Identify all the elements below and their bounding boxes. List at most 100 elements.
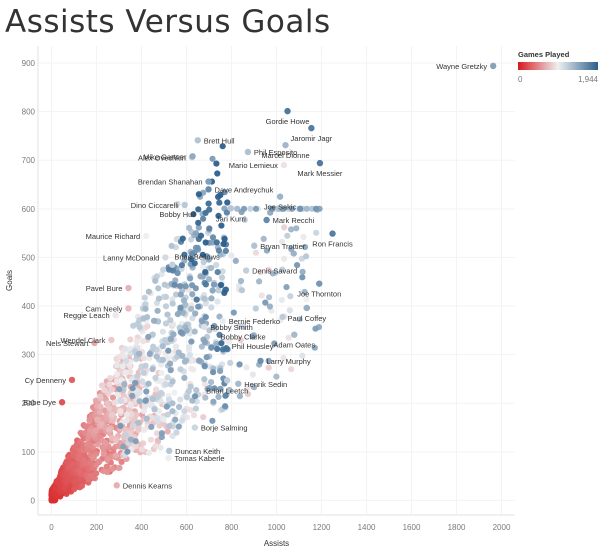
player-point xyxy=(210,398,217,405)
player-point xyxy=(258,292,265,299)
player-point xyxy=(180,297,187,304)
x-tick-label: 1400 xyxy=(358,523,376,532)
player-point xyxy=(112,443,119,450)
player-point xyxy=(250,384,258,391)
player-point xyxy=(154,418,161,425)
player-point xyxy=(192,285,199,292)
player-point xyxy=(200,215,207,222)
labeled-player-point xyxy=(169,261,176,268)
player-point xyxy=(172,416,179,423)
player-point xyxy=(145,333,152,340)
player-point xyxy=(287,293,294,300)
player-point xyxy=(109,411,116,418)
player-point xyxy=(237,277,245,285)
player-point xyxy=(120,443,127,450)
player-point xyxy=(202,269,209,276)
labeled-player-point xyxy=(143,232,150,240)
player-point xyxy=(190,412,198,419)
player-point xyxy=(162,303,170,310)
player-point xyxy=(116,464,123,471)
player-point xyxy=(98,420,105,427)
player-point xyxy=(186,224,193,231)
player-point xyxy=(179,235,186,242)
player-point xyxy=(177,366,184,373)
player-point xyxy=(94,416,101,423)
player-point xyxy=(96,458,103,465)
legend-max-label: 1,944 xyxy=(578,75,599,84)
player-point xyxy=(104,455,111,463)
player-label: Cy Denneny xyxy=(25,376,67,385)
player-point xyxy=(214,298,221,305)
labeled-player-point xyxy=(174,200,181,208)
player-point xyxy=(266,303,273,310)
labeled-player-point xyxy=(165,447,173,455)
player-point xyxy=(228,252,235,259)
player-label: Bobby Hull xyxy=(159,210,196,219)
player-point xyxy=(220,240,227,247)
player-label: Reggie Leach xyxy=(63,311,109,320)
player-point xyxy=(199,263,206,271)
player-label: Denis Savard xyxy=(252,267,297,276)
player-point xyxy=(301,243,309,251)
labeled-player-point xyxy=(112,312,119,319)
player-point xyxy=(190,211,197,218)
player-point xyxy=(312,205,320,212)
player-point xyxy=(113,437,120,444)
player-point xyxy=(219,143,226,150)
player-point xyxy=(176,403,183,411)
player-point xyxy=(262,299,269,306)
player-point xyxy=(148,423,155,430)
player-point xyxy=(252,205,260,212)
player-point xyxy=(142,403,149,410)
player-label: Bobby Smith xyxy=(210,323,253,332)
labeled-player-point xyxy=(201,323,208,331)
player-point xyxy=(97,393,104,400)
player-point xyxy=(149,366,156,373)
color-legend: Games Played 0 1,944 xyxy=(518,50,599,84)
player-point xyxy=(173,343,180,350)
player-point xyxy=(140,355,147,362)
player-point xyxy=(174,270,181,277)
player-point xyxy=(206,206,213,213)
player-point xyxy=(263,247,270,254)
player-point xyxy=(301,288,308,296)
player-point xyxy=(214,170,221,177)
chart-title: Assists Versus Goals xyxy=(5,4,331,40)
legend-min-label: 0 xyxy=(518,75,523,84)
player-point xyxy=(303,205,310,212)
x-tick-label: 800 xyxy=(225,523,239,532)
player-point xyxy=(86,417,93,424)
player-point xyxy=(281,224,288,231)
labeled-player-point xyxy=(181,201,188,209)
player-point xyxy=(236,393,243,400)
labeled-player-point xyxy=(280,161,288,169)
y-tick-label: 400 xyxy=(22,302,36,311)
player-point xyxy=(288,226,295,233)
player-point xyxy=(135,425,142,432)
player-point xyxy=(196,357,203,364)
player-point xyxy=(197,232,205,239)
player-point xyxy=(117,398,124,405)
player-point xyxy=(189,315,196,322)
player-point xyxy=(153,430,161,437)
player-point xyxy=(77,438,84,445)
player-point xyxy=(179,352,186,360)
player-point xyxy=(109,386,116,393)
player-point xyxy=(199,273,206,280)
player-label: Mark Recchi xyxy=(273,216,315,225)
player-point xyxy=(146,350,153,357)
player-point xyxy=(219,268,226,275)
player-point xyxy=(201,362,208,369)
player-point xyxy=(299,268,306,275)
player-point xyxy=(244,384,251,392)
player-point xyxy=(280,205,287,212)
player-point xyxy=(132,379,139,387)
player-label: Babe Dye xyxy=(23,398,56,407)
player-point xyxy=(200,414,207,421)
player-point xyxy=(136,398,143,405)
player-point xyxy=(199,251,206,258)
player-point xyxy=(100,444,107,451)
player-point xyxy=(289,205,296,212)
player-point xyxy=(281,255,288,262)
